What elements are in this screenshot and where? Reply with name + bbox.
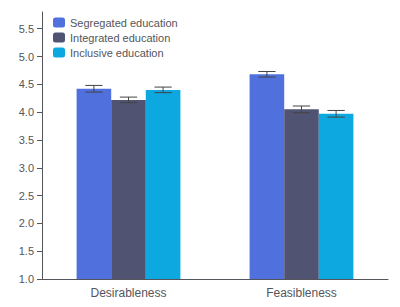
svg-text:3.5: 3.5: [19, 134, 34, 146]
svg-text:Feasibleness: Feasibleness: [266, 286, 337, 300]
svg-text:1.0: 1.0: [19, 273, 34, 285]
svg-text:3.0: 3.0: [19, 162, 34, 174]
svg-text:Desirableness: Desirableness: [90, 286, 166, 300]
svg-text:4.0: 4.0: [19, 106, 34, 118]
svg-text:Inclusive education: Inclusive education: [70, 47, 164, 59]
svg-text:Segregated education: Segregated education: [70, 17, 178, 29]
svg-text:Integrated education: Integrated education: [70, 32, 170, 44]
svg-text:2.5: 2.5: [19, 190, 34, 202]
svg-text:5.0: 5.0: [19, 51, 34, 63]
svg-text:1.5: 1.5: [19, 245, 34, 257]
svg-text:5.5: 5.5: [19, 23, 34, 35]
svg-text:2.0: 2.0: [19, 217, 34, 229]
svg-text:4.5: 4.5: [19, 78, 34, 90]
